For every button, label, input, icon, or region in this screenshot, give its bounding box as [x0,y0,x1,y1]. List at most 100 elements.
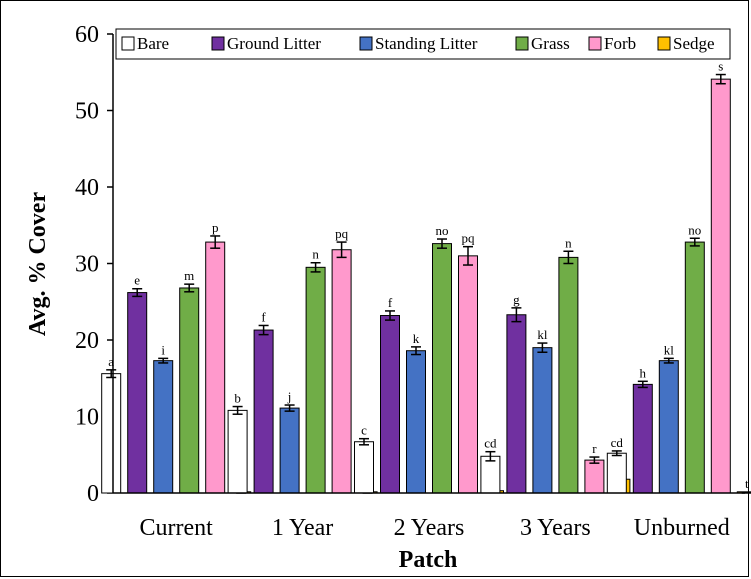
bar-ground-litter [253,329,274,494]
x-axis-title: Patch [399,547,458,573]
x-tick-label: Current [140,515,214,541]
bar-bare [354,441,374,494]
error-bar [184,283,195,293]
significance-label: cd [484,436,497,451]
legend-swatch-standing-litter [359,36,373,51]
bar-bare [480,455,501,494]
error-bar [485,450,496,462]
error-bar [715,73,726,85]
error-bar [158,357,169,364]
significance-label: cd [611,435,624,450]
bar-standing-litter [279,407,300,494]
legend-swatch-forb [588,36,602,51]
error-bar [511,307,522,323]
bar-standing-litter [532,347,553,494]
legend-label-forb: Forb [604,34,636,53]
legend-label-grass: Grass [531,34,570,53]
legend-label-ground-litter: Ground Litter [227,34,321,53]
error-bar [210,235,221,249]
y-axis-title: Avg. % Cover [25,192,51,337]
error-bar [310,261,321,273]
bar-grass [432,243,452,494]
legend-label-standing-litter: Standing Litter [375,34,478,53]
significance-label: f [261,309,266,324]
bar-grass [179,287,200,494]
bar-standing-litter [658,360,679,494]
significance-label: kl [537,327,548,342]
y-tick-label: 0 [87,481,99,507]
significance-label: k [413,331,420,346]
y-tick-label: 40 [75,175,99,201]
error-bar [437,238,447,249]
significance-label: no [688,222,701,237]
bar-bare [101,373,122,494]
y-tick-label: 10 [75,405,99,431]
bar-forb [458,255,478,494]
bar-grass [305,266,326,494]
significance-label: kl [664,342,675,357]
bar-standing-litter [406,350,426,494]
y-tick-label: 20 [75,328,99,354]
error-bar [663,357,674,364]
error-bar [537,342,548,353]
y-tick-label: 30 [75,252,99,278]
x-tick-label: 2 Years [394,515,465,541]
x-tick-label: 1 Year [272,515,333,541]
significance-label: f [388,295,393,310]
significance-label: p [212,220,219,235]
error-bar [589,456,600,464]
y-tick-label: 50 [75,99,99,125]
error-bar [106,369,117,379]
error-bar [258,324,269,336]
significance-label: r [592,441,597,456]
significance-label: a [108,354,114,369]
error-bar [132,287,143,298]
significance-label: i [161,342,165,357]
bar-grass [684,241,705,494]
bar-group: aeimptbfjnpqtcfknopqtcdgklnrucdhklnost [101,59,751,494]
legend-label-bare: Bare [137,34,169,53]
bar-forb [710,78,731,494]
legend-swatch-bare [121,36,135,51]
significance-label: s [718,59,723,74]
legend-label-sedge: Sedge [673,34,715,53]
error-bar [411,346,421,356]
error-bar [689,237,700,247]
bar-grass [558,256,579,494]
error-bar [284,404,295,412]
error-bar [359,437,369,446]
y-axis-ticks: 0 10 20 30 40 50 60 [75,22,113,507]
significance-label: t [745,476,749,491]
significance-label: b [234,391,241,406]
bar-bare [227,409,248,494]
legend-swatch-sedge [657,36,671,51]
error-bar [563,250,574,265]
error-bar [385,310,395,321]
significance-label: n [565,235,572,250]
error-bar [463,245,473,266]
bar-forb [584,459,605,494]
significance-label: pq [335,226,349,241]
error-bar [637,380,648,389]
significance-label: g [513,292,520,307]
error-bar [232,405,243,415]
significance-label: n [312,247,319,262]
bar-ground-litter [127,292,148,494]
significance-label: m [184,268,194,283]
legend-swatch-ground-litter [211,36,225,51]
significance-label: j [287,389,292,404]
bar-forb [331,249,352,494]
significance-label: c [361,423,367,438]
bar-ground-litter [380,315,400,494]
x-axis-categories: Current 1 Year 2 Years 3 Years Unburned [140,515,730,541]
bar-bare [606,452,627,494]
bar-forb [205,241,226,494]
legend: Bare Ground Litter Standing Litter Grass For… [115,28,731,60]
significance-label: no [436,223,449,238]
bar-ground-litter [632,383,653,494]
bar-ground-litter [506,314,527,494]
y-tick-label: 60 [75,22,99,48]
x-tick-label: Unburned [634,515,730,541]
error-bar [336,241,347,259]
